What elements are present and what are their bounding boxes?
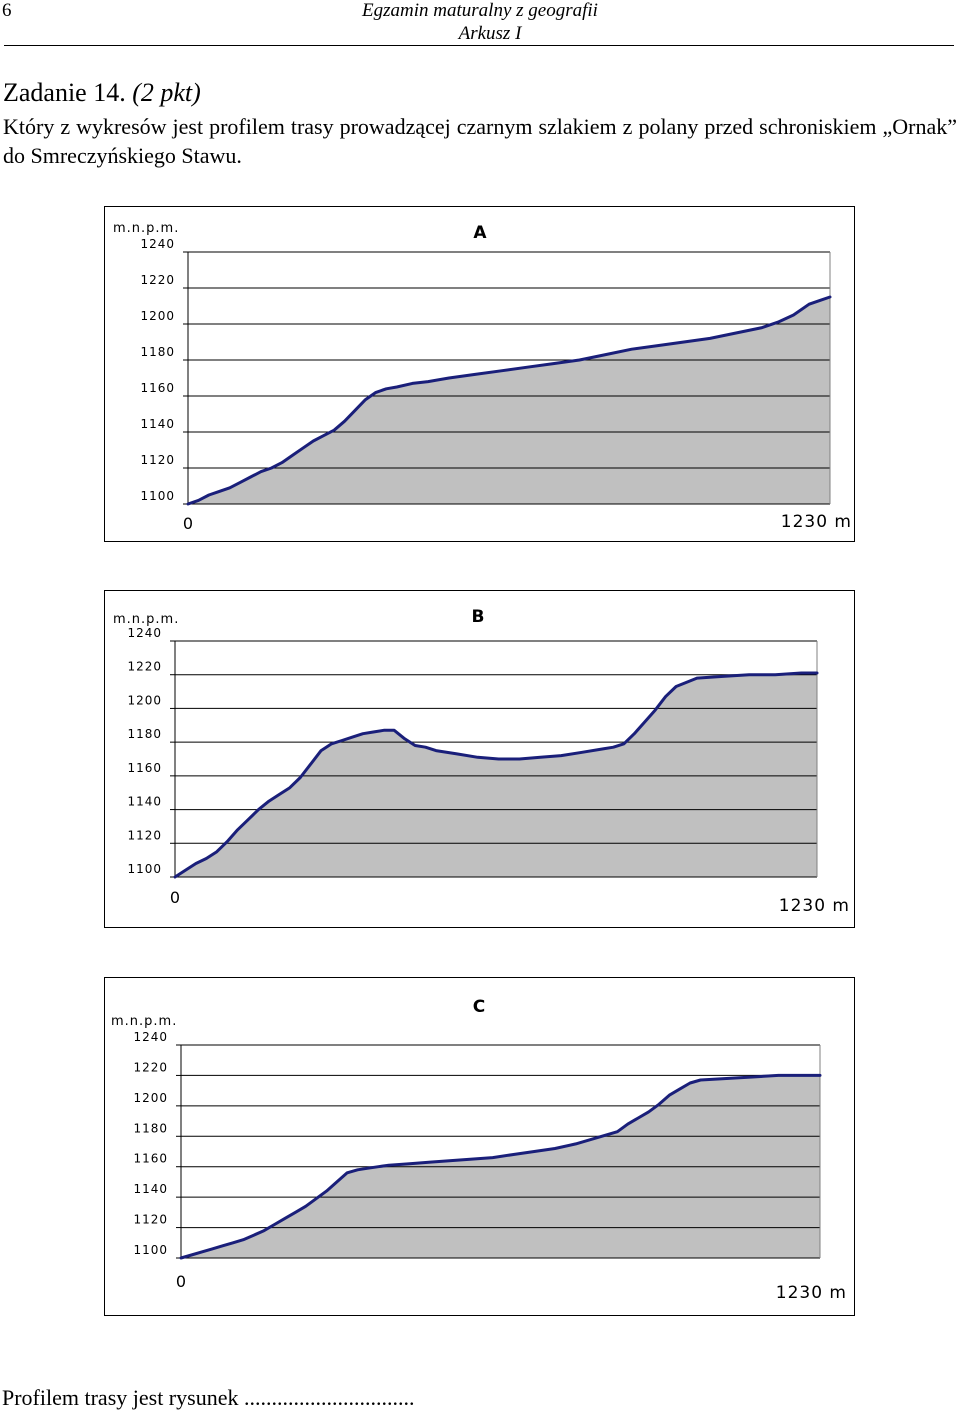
answer-line: Profilem trasy jest rysunek ............…	[2, 1385, 415, 1410]
profile-chart-b: 1240 1220 1200 1180 1160 1140 1120 1100 Bm.n.p.m…	[113, 607, 850, 916]
y-tick-label: 1120	[133, 1213, 168, 1227]
y-tick-label: 1180	[140, 345, 175, 359]
y-tick-label: 1140	[133, 1182, 168, 1196]
y-tick-label: 1200	[140, 309, 175, 323]
y-axis-label: m.n.p.m.	[113, 221, 179, 236]
exam-title: Egzamin maturalny z geografii	[362, 0, 598, 21]
task-question: Który z wykresów jest profilem trasy pro…	[3, 114, 957, 168]
y-tick-label: 1200	[127, 693, 162, 707]
y-tick-label: 1220	[127, 660, 162, 674]
x-tick-label-start: 0	[183, 514, 193, 533]
y-tick-label: 1180	[127, 727, 162, 741]
y-tick-label: 1100	[133, 1243, 168, 1257]
y-tick-label: 1240	[140, 237, 175, 251]
y-tick-label: 1100	[140, 489, 175, 503]
chart-title: C	[473, 997, 485, 1017]
profile-line-a	[186, 295, 832, 506]
y-tick-label: 1240	[133, 1030, 168, 1044]
y-tick-label: 1220	[140, 273, 175, 287]
task-points: (2 pkt)	[132, 78, 201, 107]
chart-title: B	[472, 607, 485, 627]
profile-area-b	[175, 673, 817, 877]
header-divider	[4, 45, 954, 46]
task-heading: Zadanie 14. (2 pkt)	[3, 78, 201, 108]
profile-chart-c: 1240 1220 1200 1180 1160 1140 1120 1100 Cm.n.p.m…	[111, 997, 847, 1303]
y-axis-label: m.n.p.m.	[111, 1014, 177, 1029]
y-tick-label: 1140	[127, 795, 162, 809]
y-tick-label: 1200	[133, 1091, 168, 1105]
page-number: 6	[2, 0, 12, 21]
y-tick-label: 1240	[127, 626, 162, 640]
y-axis-label: m.n.p.m.	[113, 612, 179, 627]
page-header: 6 Egzamin maturalny z geografii Arkusz I	[0, 0, 960, 48]
y-tick-label: 1220	[133, 1060, 168, 1074]
profile-chart-a: 1240 1220 1200 1180 1160 1140 1120 1100 Am.n.p.m…	[113, 221, 852, 533]
y-tick-label: 1180	[133, 1121, 168, 1135]
x-tick-label-start: 0	[176, 1272, 186, 1291]
y-tick-label: 1160	[140, 381, 175, 395]
exam-sheet: Arkusz I	[458, 23, 522, 44]
x-tick-label-end: 1230 m	[776, 1283, 847, 1303]
chart-title: A	[473, 223, 487, 243]
profile-line-c	[179, 1073, 822, 1260]
y-tick-label: 1160	[127, 761, 162, 775]
x-tick-label-start: 0	[170, 888, 180, 907]
profile-area-a	[188, 297, 830, 504]
task-number: Zadanie 14.	[3, 78, 126, 107]
y-tick-label: 1140	[140, 417, 175, 431]
x-tick-label-end: 1230 m	[779, 896, 850, 916]
x-tick-label-end: 1230 m	[781, 512, 852, 532]
y-tick-label: 1160	[133, 1152, 168, 1166]
profile-line-b	[173, 671, 819, 879]
y-tick-label: 1100	[127, 862, 162, 876]
y-tick-label: 1120	[127, 828, 162, 842]
y-tick-label: 1120	[140, 453, 175, 467]
